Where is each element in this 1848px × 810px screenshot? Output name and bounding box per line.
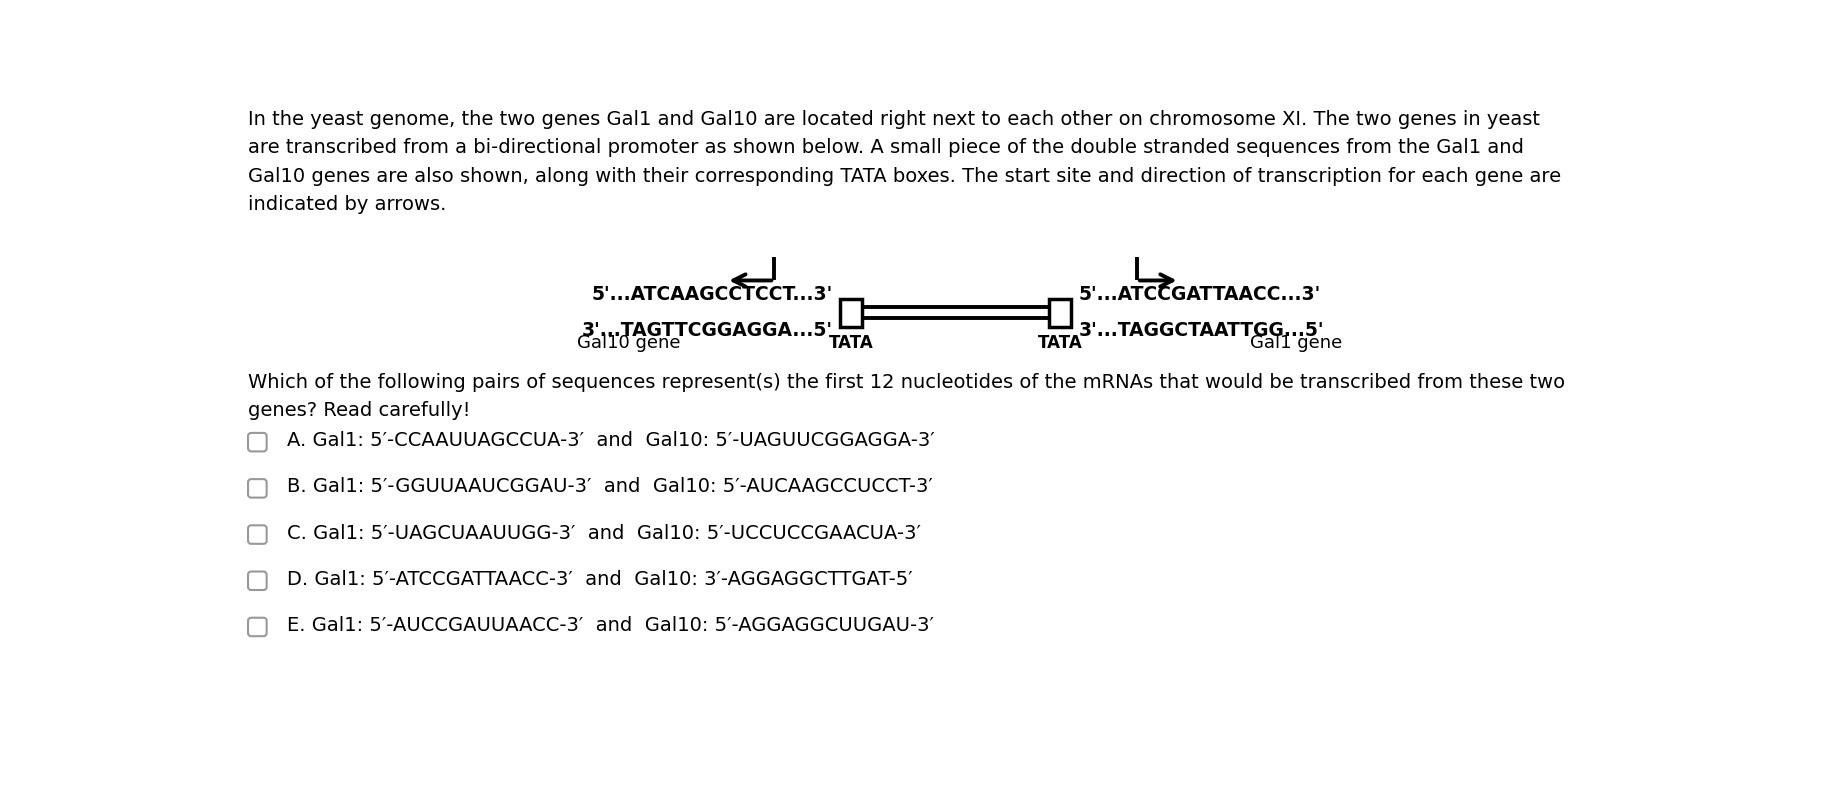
- Text: 3'...TAGGCTAATTGG...5': 3'...TAGGCTAATTGG...5': [1079, 322, 1325, 340]
- Text: indicated by arrows.: indicated by arrows.: [248, 194, 447, 214]
- Text: B. Gal1: 5′-GGUUAAUCGGAU-3′  and  Gal10: 5′-AUCAAGCCUCCT-3′: B. Gal1: 5′-GGUUAAUCGGAU-3′ and Gal10: 5…: [286, 477, 933, 497]
- Text: 3'...TAGTTCGGAGGA...5': 3'...TAGTTCGGAGGA...5': [582, 322, 832, 340]
- FancyBboxPatch shape: [248, 433, 266, 451]
- Text: A. Gal1: 5′-CCAAUUAGCCUA-3′  and  Gal10: 5′-UAGUUCGGAGGA-3′: A. Gal1: 5′-CCAAUUAGCCUA-3′ and Gal10: 5…: [286, 431, 935, 450]
- Text: C. Gal1: 5′-UAGCUAAUUGG-3′  and  Gal10: 5′-UCCUCCGAACUA-3′: C. Gal1: 5′-UAGCUAAUUGG-3′ and Gal10: 5′…: [286, 523, 920, 543]
- FancyBboxPatch shape: [248, 480, 266, 497]
- Bar: [1050, 299, 1072, 326]
- Text: Which of the following pairs of sequences represent(s) the first 12 nucleotides : Which of the following pairs of sequence…: [248, 373, 1565, 392]
- Text: genes? Read carefully!: genes? Read carefully!: [248, 401, 471, 420]
- FancyBboxPatch shape: [248, 526, 266, 544]
- Text: Gal1 gene: Gal1 gene: [1249, 335, 1342, 352]
- Text: Gal10 genes are also shown, along with their corresponding TATA boxes. The start: Gal10 genes are also shown, along with t…: [248, 167, 1562, 185]
- Text: 5'...ATCAAGCCTCCT...3': 5'...ATCAAGCCTCCT...3': [591, 285, 832, 305]
- Text: Gal10 gene: Gal10 gene: [577, 335, 680, 352]
- Text: TATA: TATA: [828, 335, 874, 352]
- Text: TATA: TATA: [1039, 335, 1083, 352]
- Bar: [841, 299, 861, 326]
- Text: 5'...ATCCGATTAACC...3': 5'...ATCCGATTAACC...3': [1079, 285, 1321, 305]
- Text: D. Gal1: 5′-ATCCGATTAACC-3′  and  Gal10: 3′-AGGAGGCTTGAT-5′: D. Gal1: 5′-ATCCGATTAACC-3′ and Gal10: 3…: [286, 569, 913, 589]
- Text: are transcribed from a bi-directional promoter as shown below. A small piece of : are transcribed from a bi-directional pr…: [248, 139, 1525, 157]
- FancyBboxPatch shape: [248, 618, 266, 636]
- Text: E. Gal1: 5′-AUCCGAUUAACC-3′  and  Gal10: 5′-AGGAGGCUUGAU-3′: E. Gal1: 5′-AUCCGAUUAACC-3′ and Gal10: 5…: [286, 616, 933, 635]
- Text: In the yeast genome, the two genes Gal1 and Gal10 are located right next to each: In the yeast genome, the two genes Gal1 …: [248, 110, 1539, 130]
- FancyBboxPatch shape: [248, 572, 266, 590]
